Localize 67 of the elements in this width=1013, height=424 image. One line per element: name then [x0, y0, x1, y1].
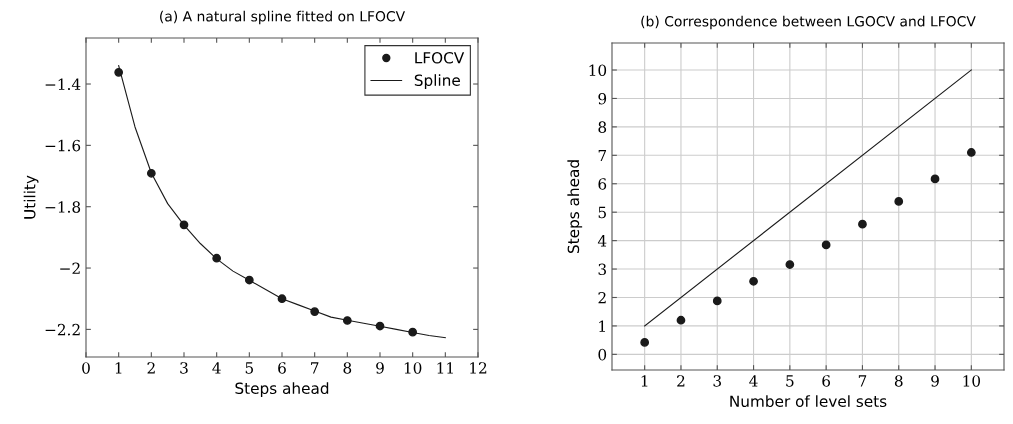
x-tick-label: 3: [713, 375, 721, 387]
point: [342, 316, 352, 325]
x-tick-label: 3: [180, 362, 188, 374]
x-tick-label: 8: [894, 375, 903, 387]
chart-title: (a) A natural spline fitted on LFOCV: [160, 10, 406, 25]
x-tick-label: 12: [470, 362, 487, 374]
point: [146, 168, 156, 178]
point: [821, 240, 831, 250]
x-tick-label: 2: [147, 362, 155, 374]
x-tick-label: 1: [115, 362, 122, 374]
x-tick-label: 5: [245, 362, 254, 374]
x-tick-label: 0: [82, 362, 90, 374]
point: [712, 296, 722, 306]
x-axis-title: Number of level sets: [730, 395, 887, 408]
y-tick-label: −1.6: [45, 139, 81, 152]
y-tick-label: 10: [589, 64, 607, 77]
point: [408, 327, 418, 337]
y-tick-label: 8: [598, 121, 607, 133]
point: [894, 197, 904, 206]
x-tick-label: 6: [278, 362, 286, 374]
point: [179, 220, 189, 230]
x-tick-label: 4: [212, 362, 221, 374]
x-tick-label: 9: [376, 362, 384, 374]
y-tick-label: −1.8: [45, 201, 81, 213]
x-tick-label: 6: [822, 375, 831, 387]
point: [375, 321, 385, 331]
y-tick-label: −2.2: [45, 323, 80, 336]
x-tick-label: 10: [963, 375, 981, 387]
x-tick-label: 4: [749, 375, 758, 387]
point: [858, 219, 867, 229]
legend-label: Spline: [414, 74, 460, 89]
x-tick-label: 8: [343, 362, 352, 374]
point: [676, 315, 686, 325]
y-tick-label: 4: [597, 235, 607, 247]
point: [277, 294, 287, 304]
y-tick-label: 5: [598, 206, 606, 219]
point: [930, 174, 940, 184]
y-tick-label: −2: [60, 262, 80, 274]
x-tick-label: 1: [641, 375, 648, 387]
point: [640, 338, 650, 347]
point: [114, 67, 124, 77]
point: [212, 253, 222, 263]
legend-label: LFOCV: [415, 52, 465, 64]
point: [749, 276, 758, 286]
point: [310, 307, 320, 316]
x-tick-label: 2: [677, 375, 685, 387]
y-tick-label: 9: [598, 92, 607, 105]
point: [244, 275, 254, 285]
y-tick-label: −1.4: [45, 78, 81, 91]
x-tick-label: 5: [786, 375, 794, 387]
x-axis-title: Steps ahead: [235, 382, 329, 397]
y-tick-label: 2: [598, 291, 606, 304]
x-tick-label: 7: [311, 362, 319, 374]
y-tick-label: 1: [599, 320, 605, 332]
chart-title: (b) Correspondence between LGOCV and LFOCV: [641, 15, 976, 30]
y-tick-label: 0: [598, 348, 607, 361]
x-tick-label: 10: [404, 362, 422, 374]
x-tick-label: 11: [437, 362, 453, 374]
y-tick-label: 3: [598, 263, 607, 276]
point: [785, 260, 795, 269]
point: [966, 148, 976, 157]
y-axis-title: Utility: [23, 175, 39, 219]
x-tick-label: 7: [858, 375, 867, 387]
y-tick-label: 7: [598, 149, 607, 162]
y-tick-label: 6: [598, 178, 607, 190]
x-tick-label: 9: [931, 375, 939, 387]
y-axis-title: Steps ahead: [567, 160, 583, 254]
